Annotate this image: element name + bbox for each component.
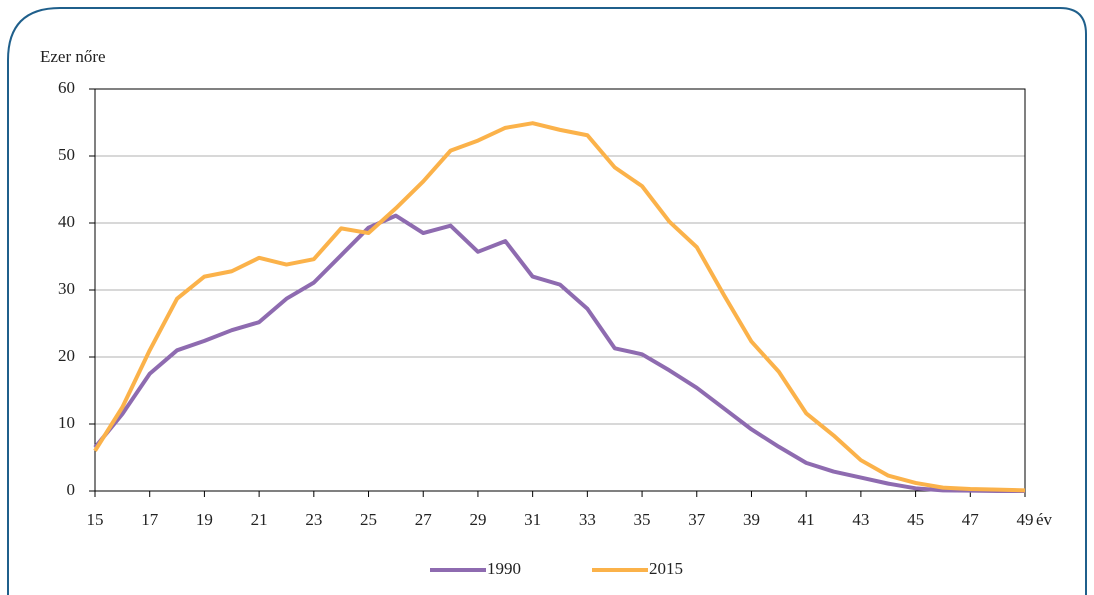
y-tick-label: 40 [58, 212, 75, 231]
x-tick-label: 35 [634, 510, 651, 529]
x-tick-label: 29 [469, 510, 486, 529]
x-tick-label: 15 [87, 510, 104, 529]
x-tick-label: 21 [251, 510, 268, 529]
x-tick-label: 23 [305, 510, 322, 529]
y-tick-label: 60 [58, 78, 75, 97]
x-tick-label: 45 [907, 510, 924, 529]
frame [7, 7, 1087, 595]
x-tick-label: 37 [688, 510, 706, 529]
series-line [93, 213, 1025, 493]
x-tick-label: 47 [962, 510, 980, 529]
y-tick-label: 10 [58, 413, 75, 432]
x-tick-label: 27 [415, 510, 433, 529]
legend-label: 1990 [487, 559, 521, 578]
series-line [93, 121, 1026, 493]
x-tick-label: 39 [743, 510, 760, 529]
x-tick-label: 31 [524, 510, 541, 529]
legend-label: 2015 [649, 559, 683, 578]
x-axis-label: év [1036, 510, 1053, 529]
y-tick-label: 20 [58, 346, 75, 365]
x-tick-label: 17 [141, 510, 159, 529]
x-tick-label: 41 [798, 510, 815, 529]
x-tick-label: 49 [1017, 510, 1034, 529]
x-tick-label: 43 [852, 510, 869, 529]
plot-border [94, 88, 1026, 492]
y-tick-label: 0 [67, 480, 76, 499]
x-tick-label: 33 [579, 510, 596, 529]
y-tick-label: 30 [58, 279, 75, 298]
x-tick-label: 25 [360, 510, 377, 529]
y-tick-label: 50 [58, 145, 75, 164]
x-tick-label: 19 [196, 510, 213, 529]
y-axis-label: Ezer nőre [40, 47, 106, 66]
